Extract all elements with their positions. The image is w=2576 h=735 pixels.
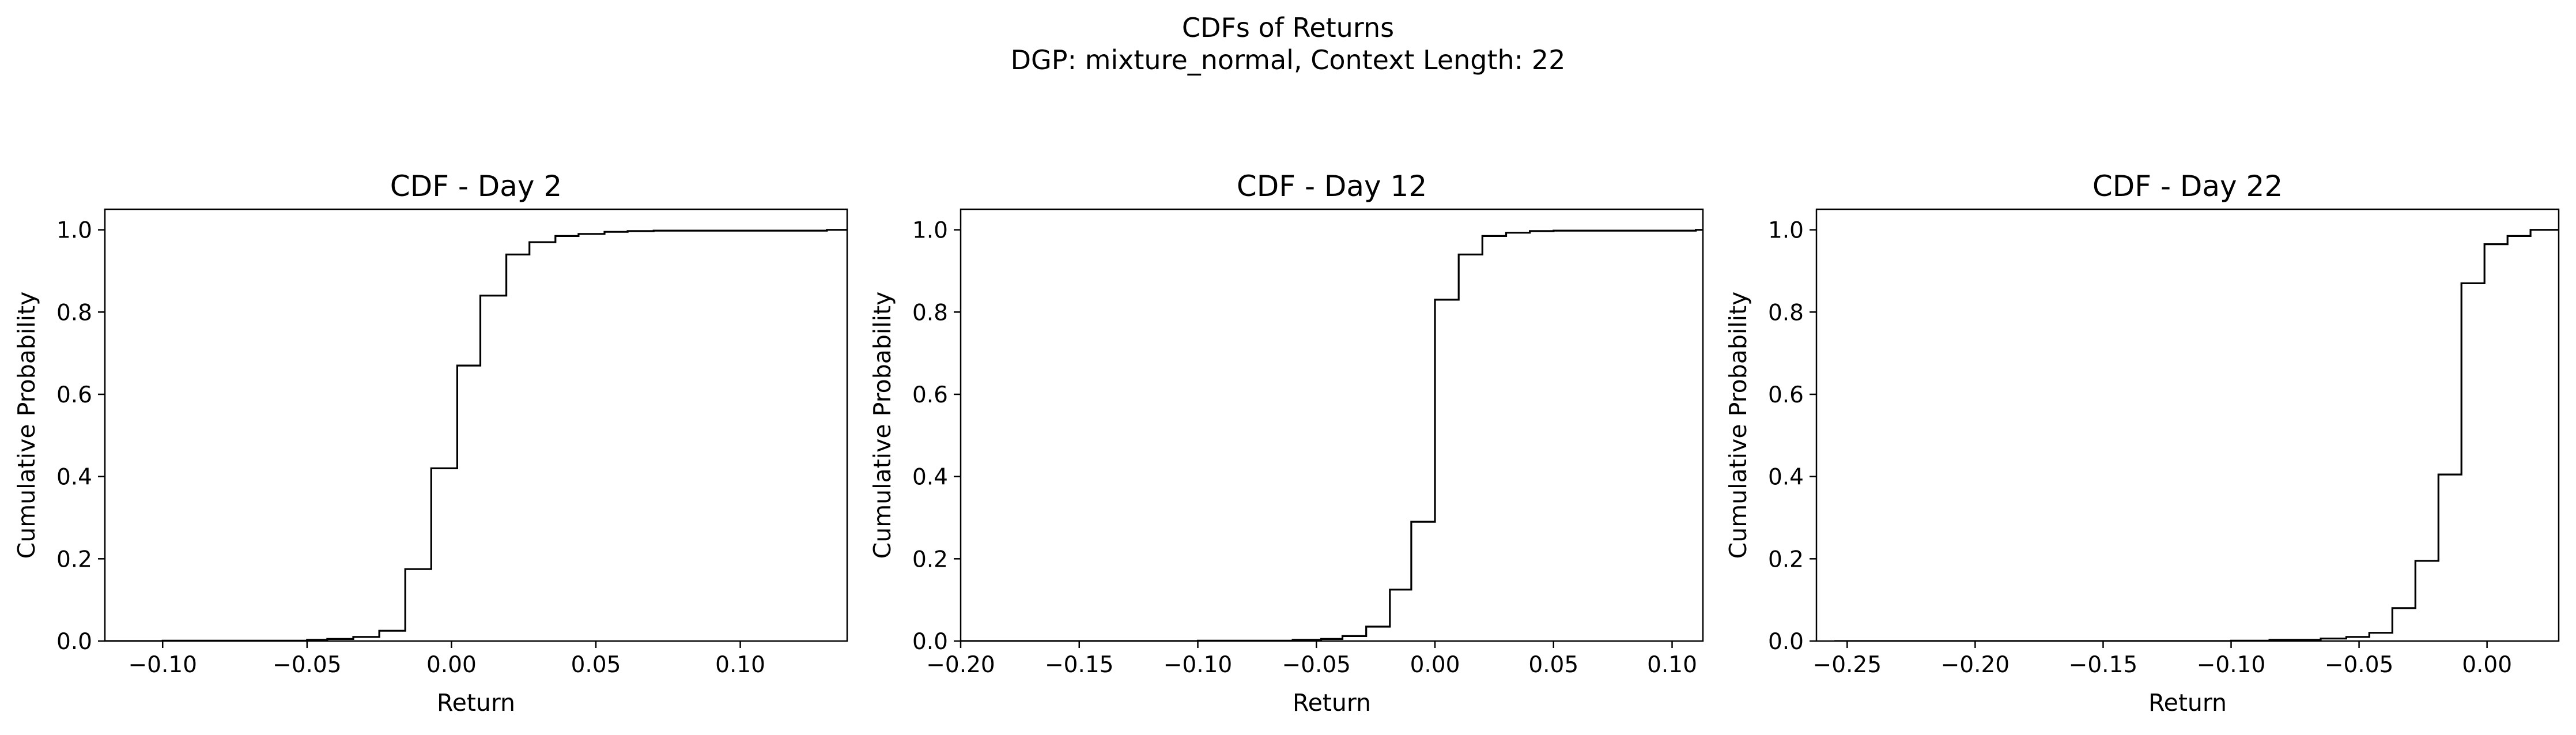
- subplots: −0.10 −0.05 0.00 0.05 0.10 0.0 0.2 0.4 0.6 0.8 1.0…: [13, 169, 2560, 717]
- x-tick-label: −0.05: [1282, 652, 1351, 678]
- y-tick-label: 0.0: [912, 629, 948, 655]
- subplot-2: −0.20 −0.15 −0.10 −0.05 0.00 0.05 0.10 0.0 0.2 0.…: [868, 169, 1704, 717]
- y-axis-label: Cumulative Probability: [13, 292, 40, 559]
- cdf-step-line: [1834, 229, 2559, 641]
- y-tick-label: 1.0: [1768, 218, 1804, 244]
- x-tick-label: −0.15: [2069, 652, 2138, 678]
- x-tick-label: −0.10: [2197, 652, 2266, 678]
- x-tick-label: 0.00: [2462, 652, 2512, 678]
- y-tick-label: 0.8: [912, 300, 948, 326]
- x-axis-label: Return: [1293, 689, 1371, 717]
- subplot-1: −0.10 −0.05 0.00 0.05 0.10 0.0 0.2 0.4 0.6 0.8 1.0…: [13, 169, 848, 717]
- x-tick-label: −0.05: [2325, 652, 2394, 678]
- subplot-title: CDF - Day 12: [1237, 169, 1427, 203]
- x-tick-label: 0.00: [426, 652, 477, 678]
- subplot-title: CDF - Day 22: [2092, 169, 2283, 203]
- x-tick-label: −0.25: [1813, 652, 1882, 678]
- y-tick-label: 0.4: [1768, 465, 1804, 491]
- x-tick-label: 0.05: [1528, 652, 1578, 678]
- x-tick-label: −0.10: [1164, 652, 1233, 678]
- y-tick-label: 1.0: [56, 218, 92, 244]
- axes-frame: [1815, 208, 2560, 642]
- cdf-step-line: [961, 229, 1703, 641]
- x-tick-label: −0.20: [1941, 652, 2010, 678]
- x-tick-label: −0.05: [273, 652, 342, 678]
- y-tick-label: 0.0: [1768, 629, 1804, 655]
- y-tick-label: 0.2: [56, 546, 92, 572]
- y-tick-label: 0.4: [912, 465, 948, 491]
- subplot-title: CDF - Day 2: [390, 169, 562, 203]
- cdf-step-line: [105, 229, 847, 641]
- axes-frame: [960, 208, 1704, 642]
- y-axis-label: Cumulative Probability: [1724, 292, 1752, 559]
- y-tick-label: 0.6: [56, 382, 92, 408]
- x-tick-label: −0.20: [926, 652, 995, 678]
- y-tick-label: 0.6: [1768, 382, 1804, 408]
- subplot-3: −0.25 −0.20 −0.15 −0.10 −0.05 0.00 0.0 0.2 0.4 0.…: [1724, 169, 2560, 717]
- x-tick-label: 0.05: [571, 652, 621, 678]
- x-tick-label: −0.10: [128, 652, 197, 678]
- y-axis-label: Cumulative Probability: [868, 292, 896, 559]
- x-tick-label: −0.15: [1045, 652, 1114, 678]
- y-tick-label: 0.2: [1768, 546, 1804, 572]
- x-axis-label: Return: [437, 689, 515, 717]
- x-tick-label: 0.10: [1647, 652, 1697, 678]
- y-tick-label: 0.8: [56, 300, 92, 326]
- y-tick-label: 0.6: [912, 382, 948, 408]
- x-tick-label: 0.00: [1410, 652, 1460, 678]
- y-tick-label: 1.0: [912, 218, 948, 244]
- x-axis-label: Return: [2148, 689, 2227, 717]
- x-tick-label: 0.10: [715, 652, 765, 678]
- y-tick-label: 0.8: [1768, 300, 1804, 326]
- figure-title-line-2: DGP: mixture_normal, Context Length: 22: [1011, 44, 1566, 76]
- y-tick-label: 0.2: [912, 546, 948, 572]
- axes-frame: [104, 208, 848, 642]
- figure-title-line-1: CDFs of Returns: [1182, 12, 1394, 43]
- y-tick-label: 0.0: [56, 629, 92, 655]
- y-tick-label: 0.4: [56, 465, 92, 491]
